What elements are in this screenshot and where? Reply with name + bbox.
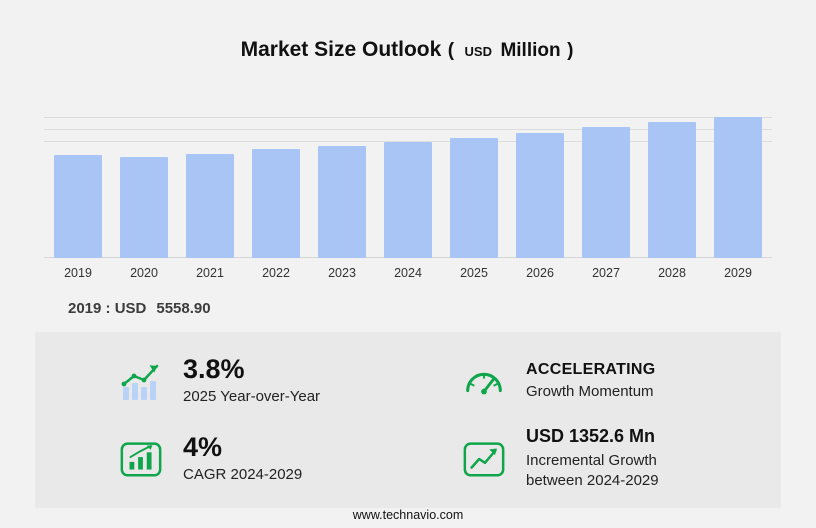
chart-title-unit: Million — [500, 40, 561, 61]
incremental-label: Incremental Growth between 2024-2029 — [526, 452, 659, 490]
yoy-label: 2025 Year-over-Year — [183, 388, 321, 406]
chart-title: Market Size Outlook ( USD Million ) — [0, 0, 816, 62]
bar-2023 — [318, 145, 366, 258]
momentum-label: Growth Momentum — [526, 382, 654, 400]
x-axis-label-2019: 2019 — [64, 266, 92, 280]
bar-2020 — [120, 156, 168, 258]
bar-column-2021 — [186, 108, 234, 258]
chart-title-paren-close: ) — [567, 40, 574, 61]
bar-column-2026 — [516, 108, 564, 258]
stat-cagr: 4% CAGR 2024-2029 — [65, 420, 408, 498]
x-axis-label-2026: 2026 — [526, 266, 554, 280]
base-year-value: 2019 : USD 5558.90 — [68, 300, 816, 317]
stat-incremental-growth: USD 1352.6 Mn Incremental Growth between… — [408, 420, 751, 498]
incremental-growth-icon — [460, 435, 508, 483]
x-axis-label-2023: 2023 — [328, 266, 356, 280]
bar-2029 — [714, 117, 762, 258]
stats-panel: 3.8% 2025 Year-over-Year ACCELERATING Gr… — [35, 332, 781, 508]
x-axis-label-2020: 2020 — [130, 266, 158, 280]
base-year-amount: 5558.90 — [156, 300, 211, 317]
incremental-value: USD 1352.6 Mn — [526, 426, 656, 447]
bar-2021 — [186, 153, 234, 258]
bar-column-2022 — [252, 108, 300, 258]
x-axis-label-2025: 2025 — [460, 266, 488, 280]
x-axis-labels: 2019 2020 2021 2022 2023 2024 2025 2026 2027 2028… — [44, 266, 772, 280]
bar-column-2029 — [714, 108, 762, 258]
technavio-url[interactable]: www.technavio.com — [352, 508, 464, 522]
bar-2025 — [450, 138, 498, 258]
bar-2027 — [582, 126, 630, 258]
bar-2026 — [516, 132, 564, 258]
chart-title-paren-open: ( — [447, 40, 455, 61]
cagr-label: CAGR 2024-2029 — [183, 466, 303, 484]
yoy-value: 3.8% — [183, 353, 245, 384]
bar-column-2023 — [318, 108, 366, 258]
bar-2019 — [54, 155, 102, 258]
gauge-icon — [460, 357, 508, 405]
bar-column-2024 — [384, 108, 432, 258]
chart-title-main: Market Size Outlook — [240, 38, 442, 61]
bar-2022 — [252, 148, 300, 258]
cagr-value: 4% — [183, 431, 223, 462]
x-axis-label-2027: 2027 — [592, 266, 620, 280]
bar-series — [44, 108, 772, 258]
bar-column-2027 — [582, 108, 630, 258]
gridline — [44, 117, 772, 118]
bar-2028 — [648, 121, 696, 258]
chart-plot-area — [44, 108, 772, 258]
bar-column-2028 — [648, 108, 696, 258]
gridline — [44, 141, 772, 142]
chart-title-currency: USD — [464, 44, 492, 59]
base-year-label: 2019 : USD — [68, 300, 147, 317]
x-axis-label-2029: 2029 — [724, 266, 752, 280]
stat-yoy: 3.8% 2025 Year-over-Year — [65, 342, 408, 420]
cagr-chart-icon — [117, 435, 165, 483]
yoy-bars-arrow-icon — [117, 357, 165, 405]
bar-column-2019 — [54, 108, 102, 258]
x-axis-label-2024: 2024 — [394, 266, 422, 280]
bar-column-2020 — [120, 108, 168, 258]
x-axis-label-2022: 2022 — [262, 266, 290, 280]
momentum-value: ACCELERATING — [526, 360, 656, 378]
market-size-bar-chart: 2019 2020 2021 2022 2023 2024 2025 2026 2027 2028… — [44, 108, 772, 280]
x-axis-label-2021: 2021 — [196, 266, 224, 280]
gridline — [44, 129, 772, 130]
bar-column-2025 — [450, 108, 498, 258]
bar-2024 — [384, 142, 432, 258]
stat-momentum: ACCELERATING Growth Momentum — [408, 342, 751, 420]
x-axis-label-2028: 2028 — [658, 266, 686, 280]
